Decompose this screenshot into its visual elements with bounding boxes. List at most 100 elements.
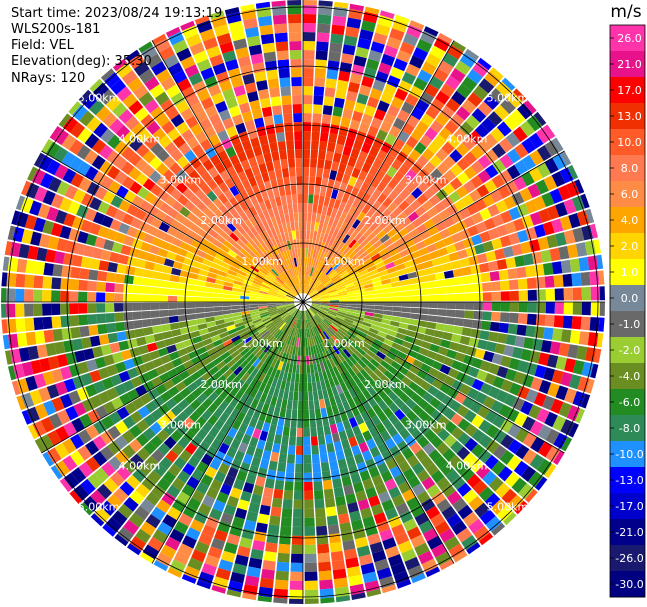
velocity-gate xyxy=(124,274,134,285)
velocity-gate xyxy=(334,413,342,424)
velocity-gate xyxy=(347,293,357,297)
velocity-gate xyxy=(327,451,337,462)
velocity-gate xyxy=(226,495,239,508)
velocity-gate xyxy=(389,346,400,356)
velocity-gate xyxy=(237,369,247,379)
velocity-gate xyxy=(317,14,332,25)
velocity-gate xyxy=(440,339,451,349)
velocity-gate xyxy=(282,371,288,382)
velocity-gate xyxy=(258,382,267,393)
velocity-gate xyxy=(263,318,272,325)
velocity-gate xyxy=(196,249,207,259)
velocity-gate xyxy=(248,176,258,187)
velocity-gate xyxy=(159,202,172,214)
velocity-gate xyxy=(355,221,365,232)
velocity-gate xyxy=(457,432,471,446)
velocity-gate xyxy=(555,232,567,247)
velocity-gate xyxy=(253,531,267,542)
velocity-gate xyxy=(289,589,303,599)
velocity-gate xyxy=(449,400,462,413)
velocity-gate xyxy=(451,520,467,536)
velocity-gate xyxy=(411,429,424,442)
velocity-gate xyxy=(470,264,481,275)
velocity-gate xyxy=(439,228,451,239)
velocity-gate xyxy=(332,275,341,283)
velocity-gate xyxy=(445,75,461,90)
velocity-gate xyxy=(312,230,318,241)
velocity-gate xyxy=(303,391,309,401)
velocity-gate xyxy=(228,20,244,33)
velocity-gate xyxy=(233,38,248,50)
velocity-gate xyxy=(401,290,411,297)
velocity-gate xyxy=(294,248,298,258)
velocity-gate xyxy=(354,232,363,242)
velocity-gate xyxy=(396,579,412,589)
velocity-gate xyxy=(219,41,234,54)
velocity-gate xyxy=(165,536,181,551)
velocity-gate xyxy=(201,421,214,434)
velocity-gate xyxy=(411,462,425,475)
velocity-gate xyxy=(329,337,337,346)
velocity-gate xyxy=(403,260,415,268)
velocity-gate xyxy=(520,466,536,482)
velocity-gate xyxy=(287,445,296,455)
velocity-gate xyxy=(314,68,327,79)
velocity-gate xyxy=(345,282,355,288)
velocity-gate xyxy=(264,355,272,365)
velocity-gate xyxy=(106,494,123,510)
velocity-gate xyxy=(27,345,39,360)
velocity-gate xyxy=(240,159,251,171)
velocity-gate xyxy=(522,432,537,448)
velocity-gate xyxy=(290,327,295,337)
velocity-gate xyxy=(171,237,183,248)
velocity-gate xyxy=(303,113,312,123)
velocity-gate xyxy=(455,185,469,199)
velocity-gate xyxy=(160,76,176,91)
velocity-gate xyxy=(257,513,270,525)
velocity-gate xyxy=(107,262,118,273)
velocity-gate xyxy=(379,219,390,230)
velocity-gate xyxy=(536,408,550,424)
velocity-gate xyxy=(408,318,419,326)
velocity-gate xyxy=(259,362,267,373)
velocity-gate xyxy=(469,189,482,202)
velocity-gate xyxy=(488,476,504,492)
velocity-gate xyxy=(320,380,327,390)
velocity-gate xyxy=(258,304,268,307)
velocity-gate xyxy=(373,354,384,364)
velocity-gate xyxy=(523,253,534,266)
velocity-gate xyxy=(388,413,400,426)
velocity-gate xyxy=(320,123,331,133)
velocity-gate xyxy=(217,327,228,335)
velocity-gate xyxy=(404,222,416,233)
velocity-gate xyxy=(202,356,213,366)
velocity-gate xyxy=(253,320,263,327)
velocity-gate xyxy=(372,403,383,415)
velocity-gate xyxy=(235,215,245,226)
velocity-gate xyxy=(356,211,366,222)
velocity-gate xyxy=(292,104,302,114)
velocity-gate xyxy=(303,221,307,231)
velocity-gate xyxy=(561,329,572,343)
velocity-gate xyxy=(85,424,100,440)
velocity-gate xyxy=(277,416,285,427)
velocity-gate xyxy=(369,446,381,458)
velocity-gate xyxy=(114,283,124,293)
velocity-gate xyxy=(206,190,218,202)
velocity-gate xyxy=(536,127,552,144)
velocity-gate xyxy=(205,516,220,529)
velocity-gate xyxy=(172,39,188,54)
velocity-gate xyxy=(319,289,328,295)
velocity-gate xyxy=(301,284,303,293)
velocity-gate xyxy=(226,166,237,178)
velocity-gate xyxy=(351,364,360,375)
velocity-gate xyxy=(405,93,419,107)
velocity-gate xyxy=(65,352,77,365)
velocity-gate xyxy=(300,310,303,320)
velocity-gate xyxy=(214,470,227,483)
velocity-gate xyxy=(422,528,438,542)
velocity-gate xyxy=(303,409,310,419)
velocity-gate xyxy=(490,499,507,515)
velocity-gate xyxy=(251,165,261,176)
velocity-gate xyxy=(199,351,210,361)
